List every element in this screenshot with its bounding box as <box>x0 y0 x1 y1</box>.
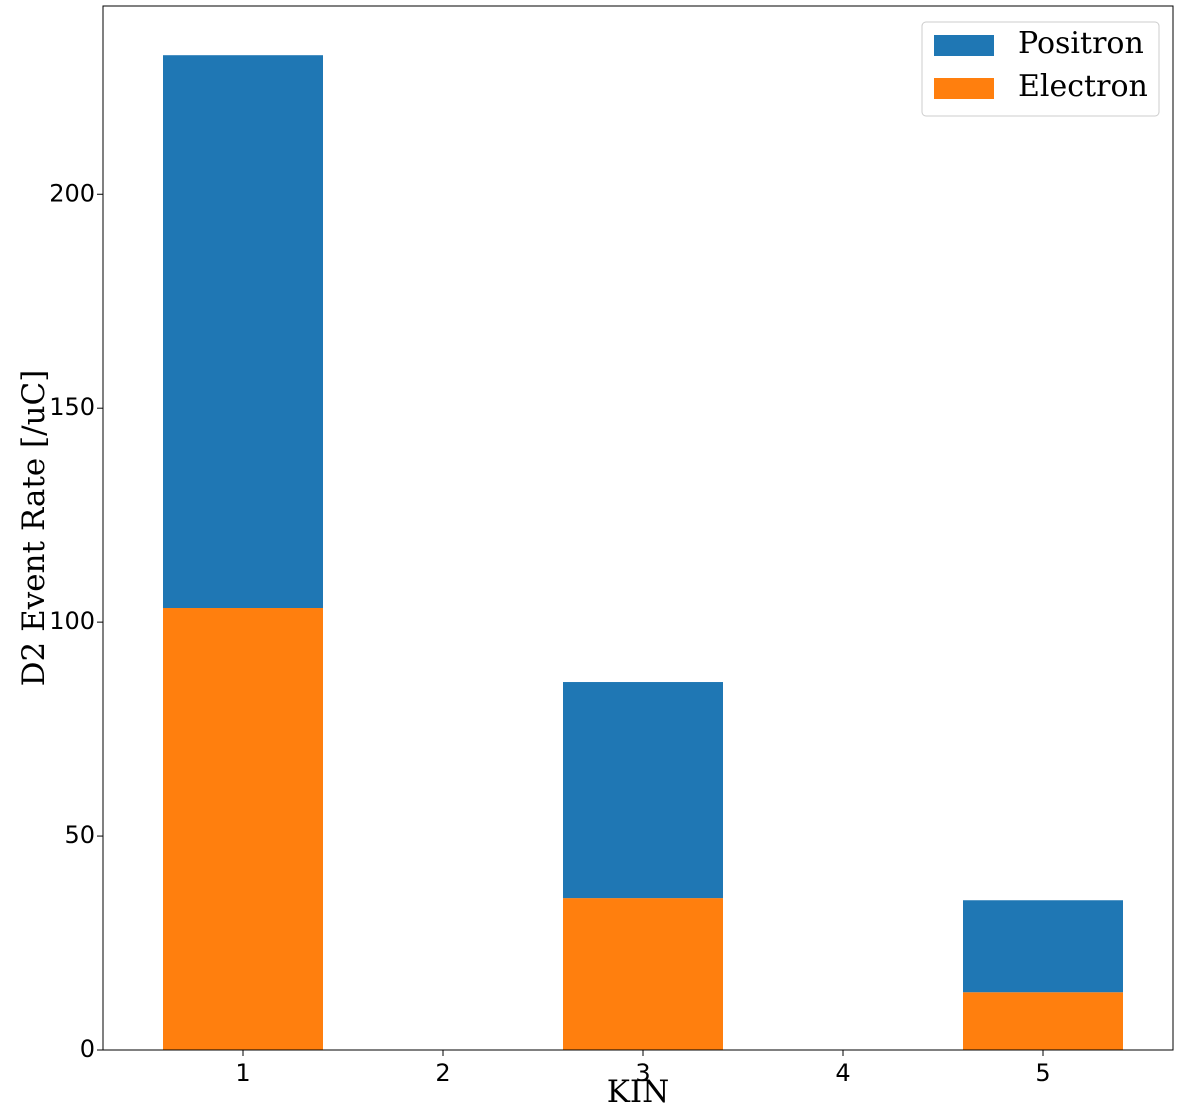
x-tick-label: 2 <box>435 1059 450 1087</box>
bar-electron-kin-5 <box>963 992 1123 1050</box>
legend-label-electron: Electron <box>1018 69 1148 104</box>
bars-layer <box>163 55 1123 1050</box>
legend-swatch-positron <box>934 35 994 56</box>
x-tick-label: 4 <box>835 1059 850 1087</box>
bar-positron-kin-3 <box>563 682 723 899</box>
y-tick-label: 0 <box>80 1035 95 1063</box>
x-axis-title: KIN <box>607 1074 670 1110</box>
bar-electron-kin-1 <box>163 608 323 1050</box>
x-tick-label: 5 <box>1035 1059 1050 1087</box>
legend: Positron Electron <box>921 21 1160 117</box>
y-tick-label: 50 <box>64 821 95 849</box>
y-axis-title: D2 Event Rate [/uC] <box>16 370 52 687</box>
x-tick-label: 3 <box>635 1059 650 1087</box>
y-tick-label: 200 <box>49 179 95 207</box>
bar-positron-kin-1 <box>163 55 323 609</box>
legend-label-positron: Positron <box>1018 26 1144 61</box>
y-tick-label: 100 <box>49 607 95 635</box>
y-tick-label: 150 <box>49 393 95 421</box>
legend-swatch-electron <box>934 78 994 99</box>
bar-positron-kin-5 <box>963 900 1123 993</box>
legend-entries: Positron Electron <box>934 26 1148 104</box>
bar-electron-kin-3 <box>563 898 723 1050</box>
x-tick-label: 1 <box>235 1059 250 1087</box>
plot-frame <box>102 5 1174 1051</box>
